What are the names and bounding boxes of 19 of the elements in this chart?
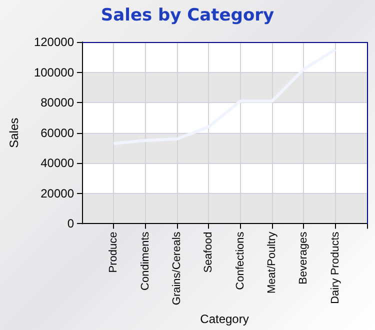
x-axis-title: Category [200,312,249,326]
x-tick-label: Grains/Cereals [171,231,183,306]
x-tick-label: Dairy Products [329,231,342,304]
x-tick-label: Produce [108,232,120,273]
x-tick-label: Seafood [202,232,215,273]
y-tick-label: 40000 [40,156,74,170]
x-tick-label: Condiments [139,231,152,290]
y-tick-label: 20000 [40,186,74,200]
y-tick-label: 60000 [40,126,74,140]
y-tick-label: 0 [67,216,74,231]
y-axis-title: Sales [7,118,21,148]
x-tick-label: Confections [234,231,246,290]
y-tick-label: 80000 [40,96,74,110]
line-series [112,48,337,145]
x-tick-label: Beverages [298,231,310,284]
y-tick-label: 120000 [34,35,74,49]
x-tick-label: Meat/Poultry [266,231,278,294]
chart-title: Sales by Category [100,6,274,26]
y-tick-label: 100000 [34,65,74,80]
